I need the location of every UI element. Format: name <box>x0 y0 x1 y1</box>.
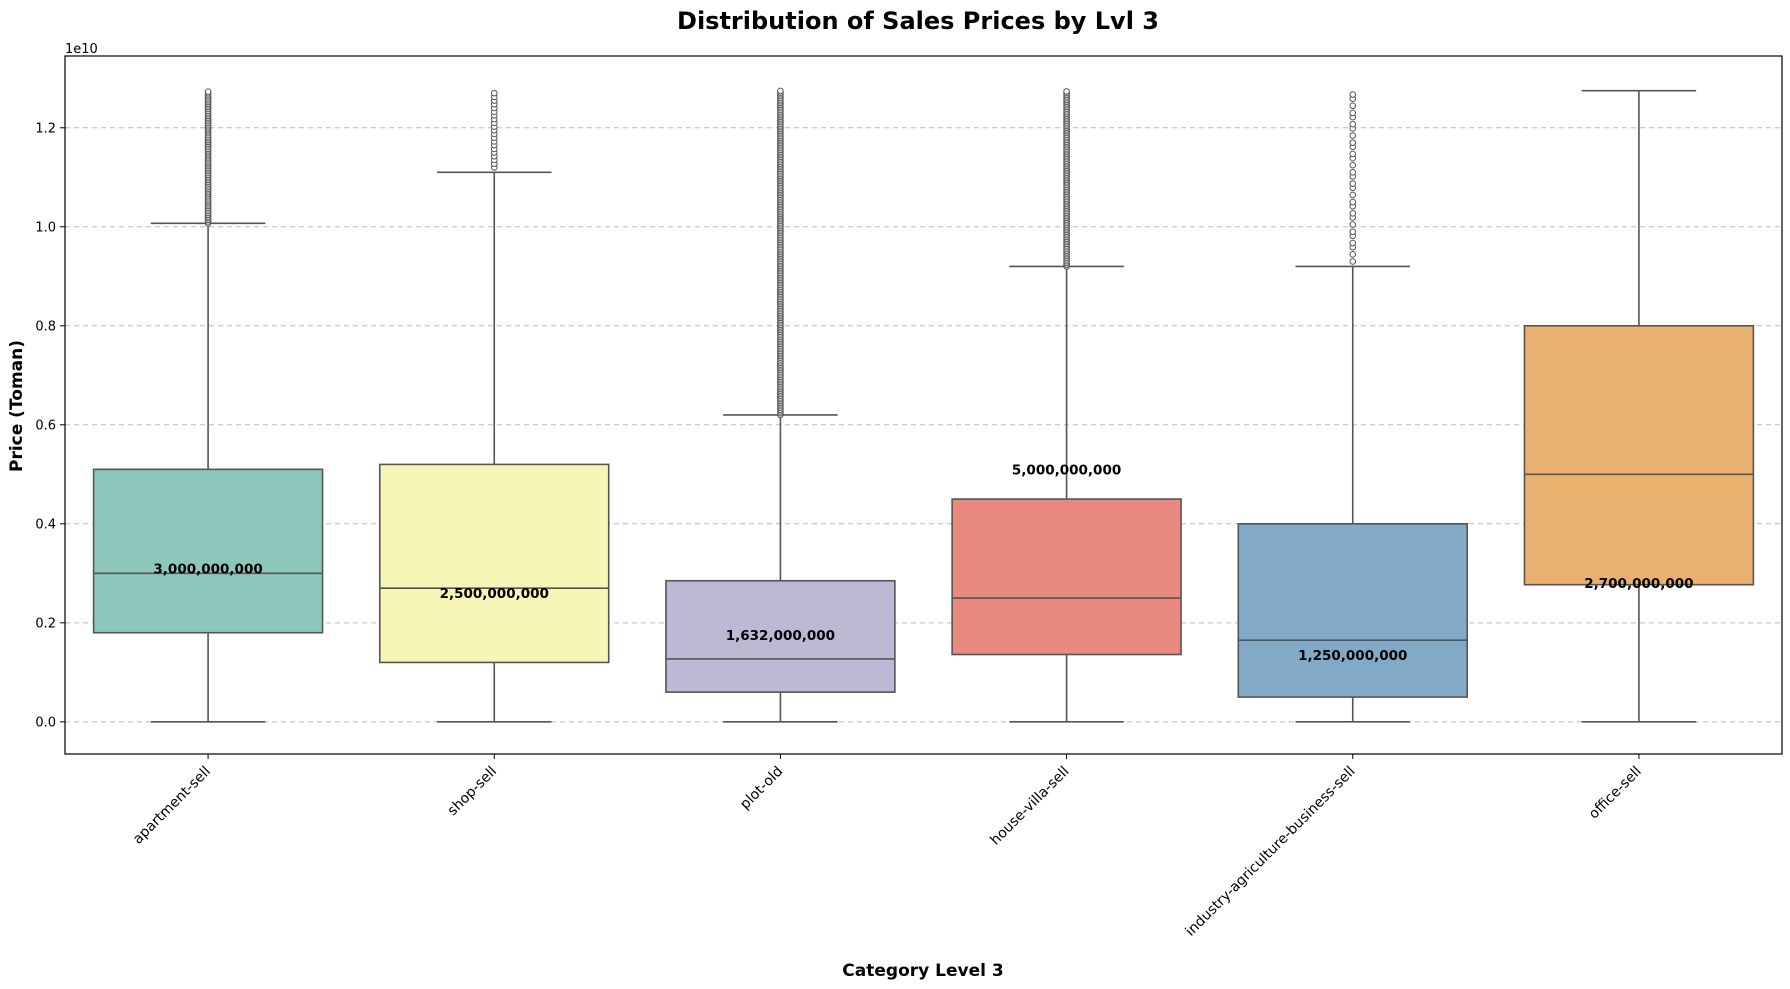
box-iqr <box>951 498 1182 656</box>
outlier-point <box>1349 132 1357 139</box>
chart-title: Distribution of Sales Prices by Lvl 3 <box>677 7 1159 35</box>
median-value-label: 1,632,000,000 <box>726 628 835 644</box>
box-industry <box>1237 91 1469 723</box>
outlier-point <box>1349 180 1357 187</box>
y-axis-label: Price (Toman) <box>7 340 27 472</box>
x-tick-label: office-sell <box>1586 764 1645 823</box>
y-tick-label: 0.6 <box>35 418 56 433</box>
outlier-point <box>204 88 212 95</box>
box-iqr <box>378 463 610 664</box>
outlier-point <box>1349 191 1357 199</box>
outlier-point <box>777 87 784 95</box>
outlier-point <box>1349 169 1357 176</box>
box-house-villa <box>951 88 1182 723</box>
boxes-layer <box>92 87 1755 723</box>
outlier-point <box>1063 88 1070 95</box>
median-value-label: 2,700,000,000 <box>1584 576 1693 592</box>
x-tick-label: house-villa-sell <box>987 764 1072 849</box>
y-tick-label: 1.2 <box>35 121 56 136</box>
x-tick-label: industry-agriculture-business-sell <box>1183 764 1359 940</box>
x-axis-ticks: apartment-sell shop-sell plot-old house-vil… <box>130 754 1645 940</box>
x-axis-label: Category Level 3 <box>842 961 1003 981</box>
grid-lines <box>65 127 1782 723</box>
x-tick-label: shop-sell <box>445 764 500 819</box>
box-iqr <box>1237 523 1469 698</box>
outlier-point <box>1349 102 1357 110</box>
plot-frame <box>64 55 1783 755</box>
outlier-point <box>1349 210 1357 217</box>
outlier-point <box>1349 251 1357 258</box>
box-plot <box>665 87 896 723</box>
y-tick-label: 0.4 <box>35 517 56 532</box>
box-iqr <box>665 579 896 693</box>
y-tick-label: 0.0 <box>35 715 56 730</box>
outlier-point <box>1349 198 1357 206</box>
outlier-point <box>1349 221 1357 228</box>
median-value-label: 5,000,000,000 <box>1012 462 1121 478</box>
median-value-label: 3,000,000,000 <box>153 561 262 577</box>
box-iqr <box>1523 324 1755 586</box>
x-tick-label: plot-old <box>737 764 786 813</box>
outlier-point <box>1349 161 1357 169</box>
outlier-point <box>1349 139 1357 146</box>
y-tick-label: 0.2 <box>35 616 56 631</box>
outlier-point <box>1349 91 1357 98</box>
box-iqr <box>92 468 324 634</box>
box-office <box>1523 89 1755 723</box>
x-tick-label: apartment-sell <box>130 764 214 848</box>
median-value-label: 1,250,000,000 <box>1298 648 1407 664</box>
outlier-point <box>1349 239 1357 247</box>
box-apartment <box>92 88 324 723</box>
median-labels-layer: 3,000,000,000 2,500,000,000 1,632,000,000 5… <box>153 462 1693 664</box>
y-tick-label: 0.8 <box>35 319 56 334</box>
outlier-point <box>1349 109 1357 117</box>
outlier-point <box>490 89 498 97</box>
outlier-point <box>1349 228 1357 236</box>
median-value-label: 2,500,000,000 <box>440 586 549 602</box>
outlier-point <box>1349 258 1357 265</box>
y-tick-label: 1.0 <box>35 220 56 235</box>
outlier-point <box>1349 120 1357 128</box>
outlier-point <box>1349 150 1357 158</box>
box-shop <box>378 89 610 723</box>
y-axis-ticks: 0.0 0.2 0.4 0.6 0.8 1.0 1.2 <box>35 121 65 730</box>
y-axis-offset-text: 1e10 <box>65 42 98 57</box>
